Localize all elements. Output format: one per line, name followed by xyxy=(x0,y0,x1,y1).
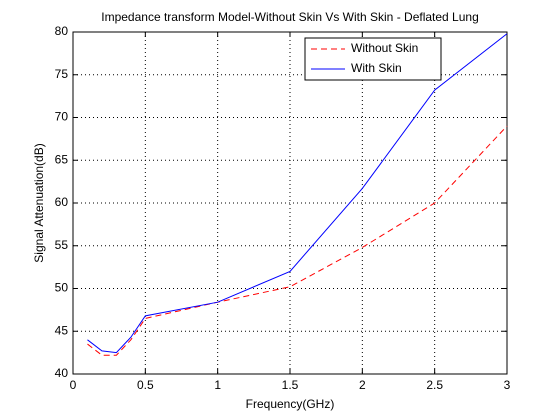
plot-frame xyxy=(72,31,508,375)
y-tick-label: 80 xyxy=(55,24,69,38)
legend-label: With Skin xyxy=(351,61,402,75)
y-tick-label: 70 xyxy=(55,110,69,124)
x-tick-label: 0.5 xyxy=(137,378,154,392)
y-tick-label: 40 xyxy=(55,366,69,380)
series-line xyxy=(87,33,508,354)
y-tick-label: 50 xyxy=(55,281,69,295)
y-tick-label: 65 xyxy=(55,152,69,166)
chart-title: Impedance transform Model-Without Skin V… xyxy=(101,10,479,24)
y-axis-label: Signal Attenuation(dB) xyxy=(32,143,46,262)
series-line xyxy=(87,125,508,356)
y-tick-label: 75 xyxy=(55,67,69,81)
x-tick-label: 3 xyxy=(504,378,511,392)
legend-label: Without Skin xyxy=(351,41,418,55)
y-tick-label: 60 xyxy=(55,195,69,209)
x-tick-label: 2 xyxy=(359,378,366,392)
x-tick-label: 1.5 xyxy=(282,378,299,392)
x-tick-label: 1 xyxy=(214,378,221,392)
y-tick-label: 45 xyxy=(55,323,69,337)
legend-box xyxy=(304,37,442,81)
x-tick-label: 0 xyxy=(70,378,77,392)
x-axis-label: Frequency(GHz) xyxy=(246,397,335,411)
y-tick-label: 55 xyxy=(55,238,69,252)
x-tick-label: 2.5 xyxy=(426,378,443,392)
